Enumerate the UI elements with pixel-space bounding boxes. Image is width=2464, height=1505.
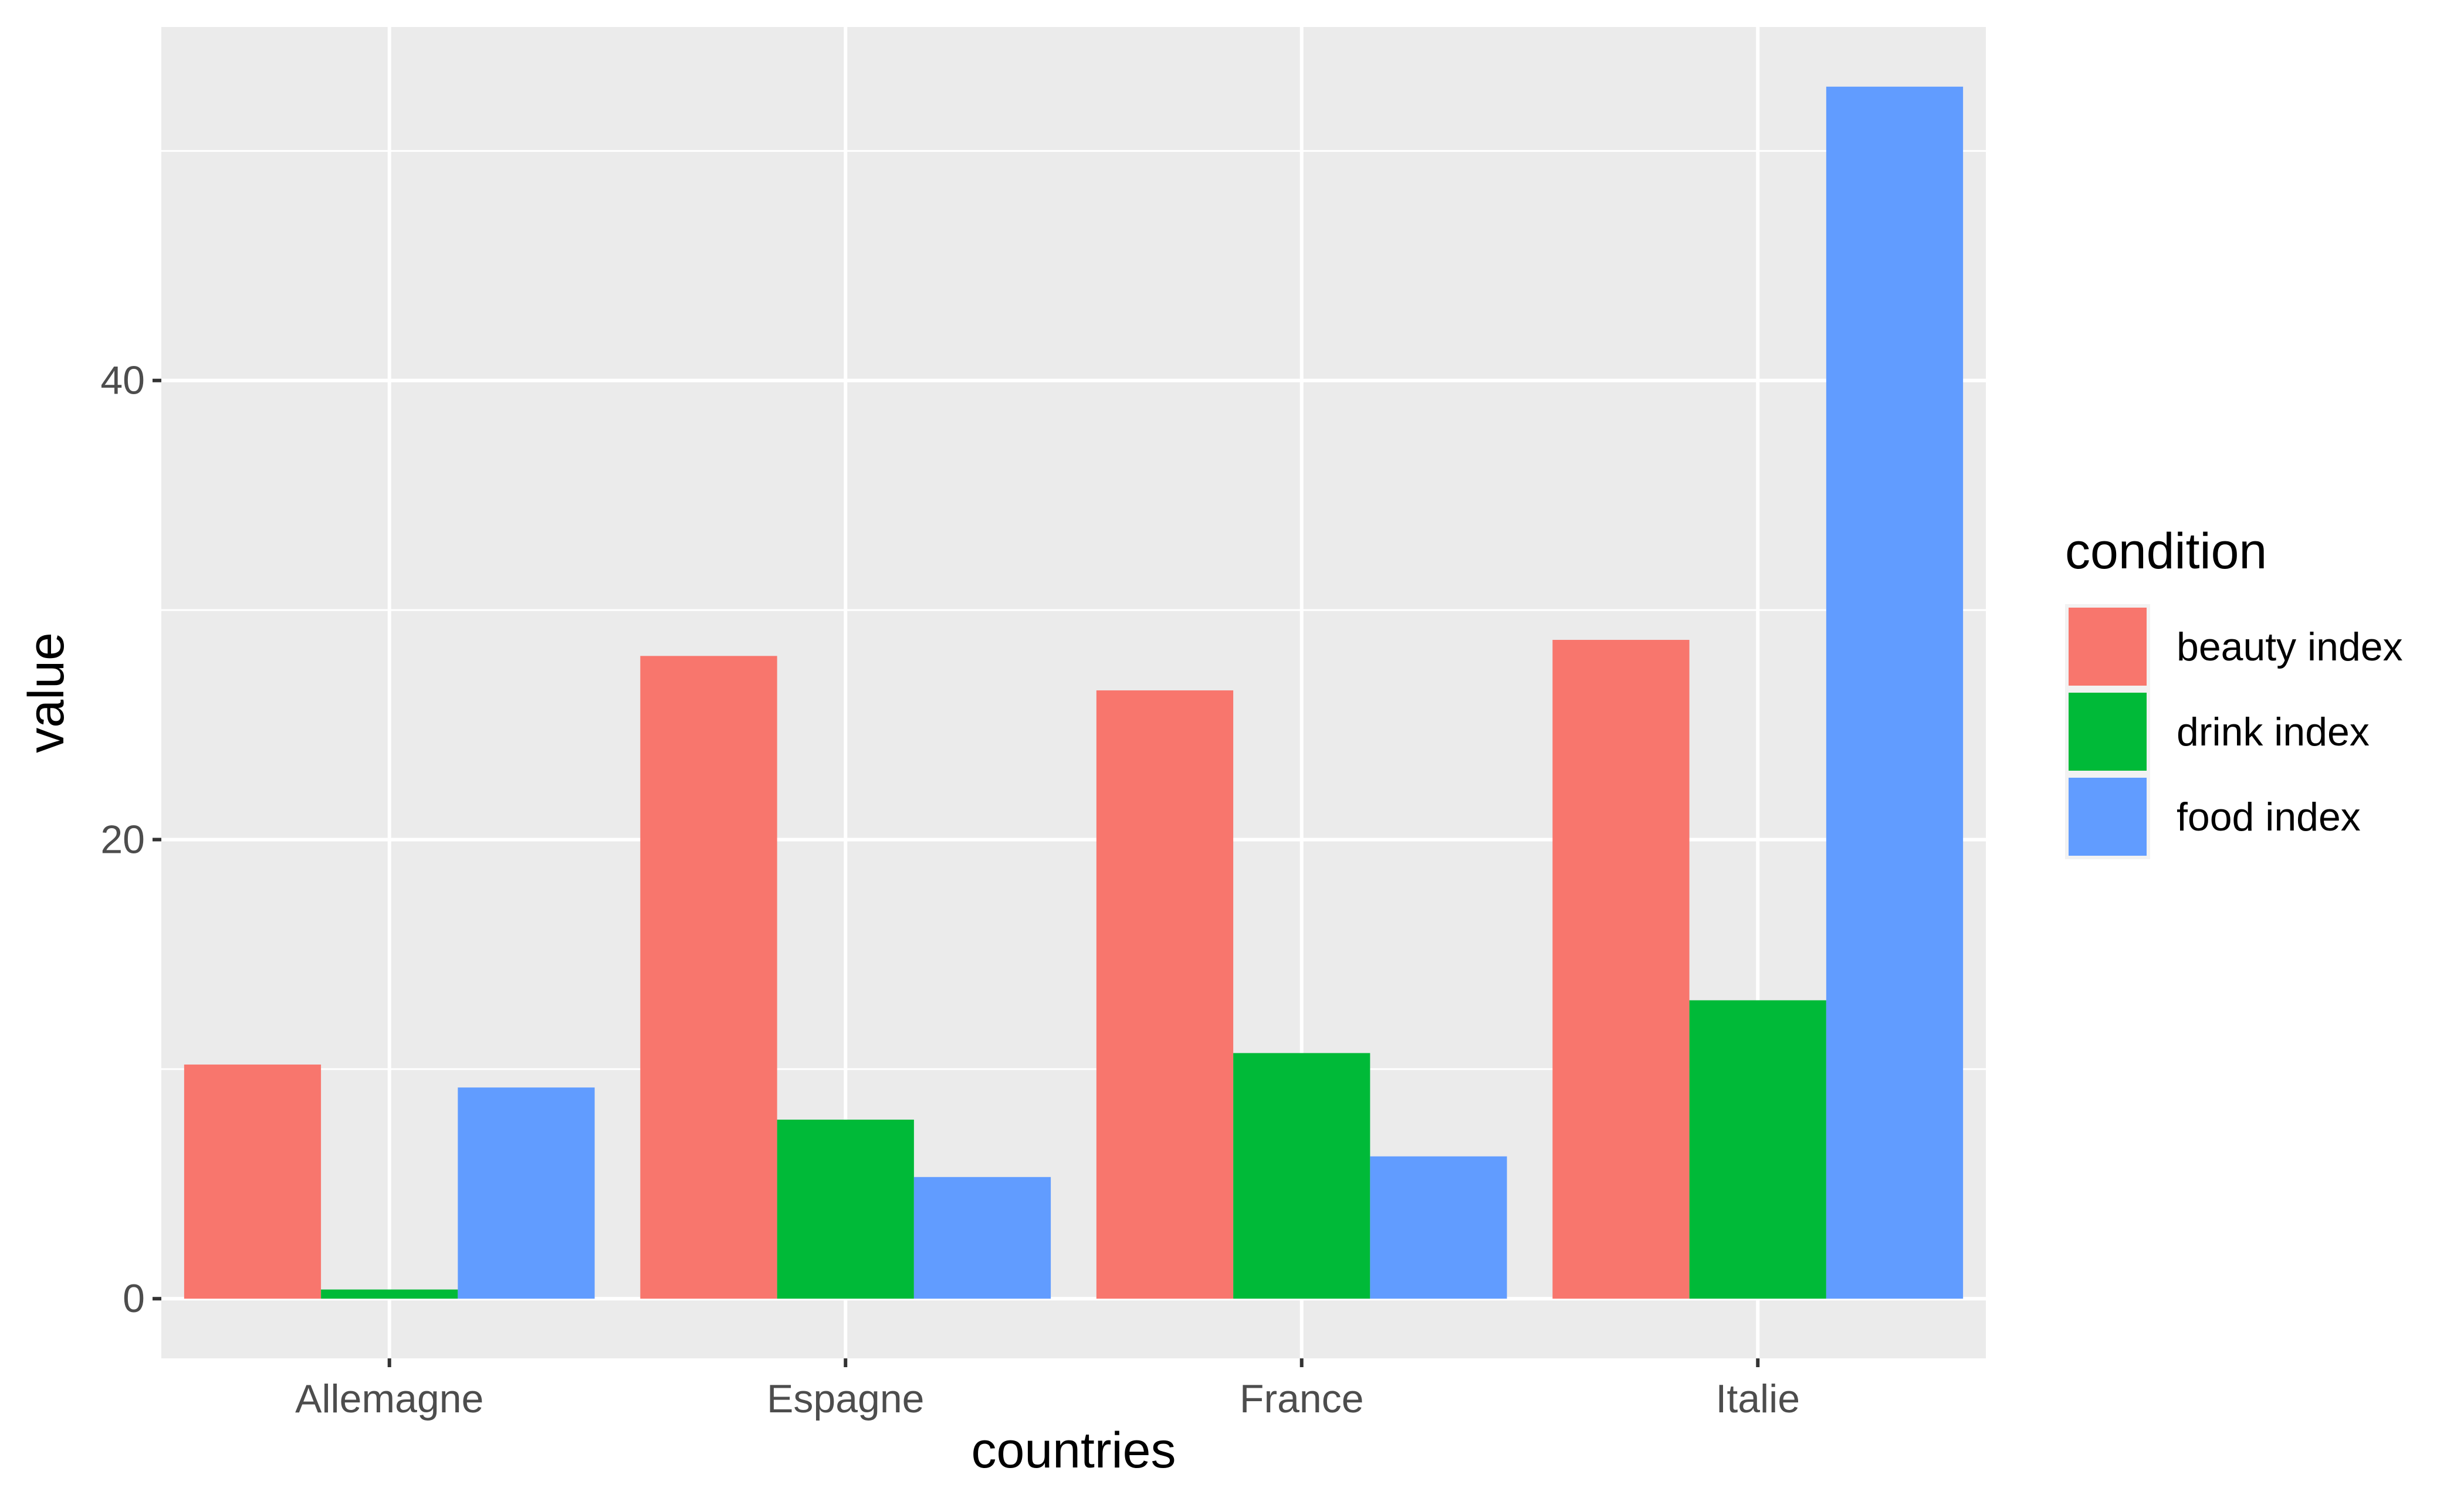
y-axis: 0 20 40: [100, 358, 161, 1321]
bar-beauty-index: [1552, 639, 1690, 1299]
bar-beauty-index: [640, 656, 777, 1299]
x-tick-label: Italie: [1715, 1377, 1800, 1421]
bar-beauty-index: [1096, 690, 1234, 1299]
legend-key-swatch: [2069, 778, 2147, 856]
x-tick-label: Allemagne: [295, 1377, 483, 1421]
legend-key-swatch: [2069, 608, 2147, 686]
bar-food-index: [458, 1087, 595, 1299]
bar-drink-index: [777, 1119, 914, 1299]
legend-label: beauty index: [2177, 625, 2403, 669]
legend-key-swatch: [2069, 693, 2147, 771]
y-tick-label: 20: [100, 817, 145, 862]
y-tick-label: 0: [123, 1276, 145, 1321]
bars: [184, 86, 1964, 1299]
legend-label: drink index: [2177, 710, 2370, 754]
legend-title: condition: [2065, 523, 2267, 579]
bar-drink-index: [1233, 1053, 1370, 1299]
x-tick-label: Espagne: [767, 1377, 924, 1421]
x-axis-title: countries: [972, 1422, 1176, 1479]
bar-drink-index: [321, 1289, 458, 1299]
bar-food-index: [1826, 86, 1964, 1299]
y-tick-label: 40: [100, 358, 145, 403]
bar-food-index: [1370, 1156, 1507, 1299]
legend-label: food index: [2177, 795, 2361, 839]
bar-beauty-index: [184, 1065, 321, 1299]
legend: condition beauty index drink index food in…: [2065, 523, 2403, 859]
x-tick-label: France: [1240, 1377, 1364, 1421]
bar-drink-index: [1689, 1000, 1826, 1299]
bar-food-index: [913, 1177, 1051, 1299]
x-axis: Allemagne Espagne France Italie: [295, 1358, 1800, 1421]
y-axis-title: value: [18, 632, 75, 753]
